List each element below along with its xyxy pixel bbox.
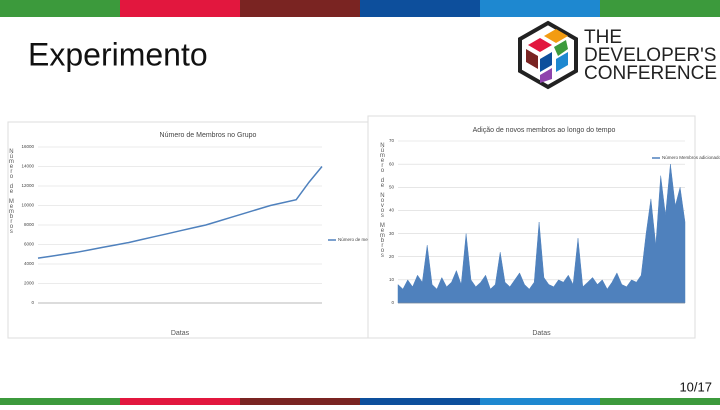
top-stripe <box>0 0 720 17</box>
plot-background <box>7 121 373 339</box>
x-axis-label: Datas <box>171 330 190 337</box>
legend-label: Número de membros <box>338 237 381 242</box>
y-tick-label: 20 <box>389 254 395 259</box>
y-tick-label: 30 <box>389 231 395 236</box>
y-axis-label: Número de Novos Membros <box>379 143 385 258</box>
logo-icon <box>518 20 578 90</box>
line <box>37 166 323 259</box>
y-tick-label: 0 <box>391 300 394 305</box>
y-tick-label: 12000 <box>21 183 34 188</box>
y-tick-label: 10 <box>389 277 395 282</box>
logo-text: THE <box>584 27 622 48</box>
logo-text: DEVELOPER'S <box>584 45 716 66</box>
page-number: 10/17 <box>679 379 712 394</box>
chart-title: Adição de novos membros ao longo do temp… <box>473 127 616 134</box>
y-tick-label: 14000 <box>21 164 34 169</box>
y-tick-label: 0 <box>31 300 34 305</box>
x-axis-label: Datas <box>532 330 551 337</box>
y-tick-label: 70 <box>389 138 395 143</box>
plot-background <box>367 115 696 339</box>
bottom-stripe <box>0 398 720 405</box>
y-tick-label: 60 <box>389 161 395 166</box>
y-tick-label: 4000 <box>24 261 35 266</box>
y-tick-label: 16000 <box>21 144 34 149</box>
y-tick-label: 2000 <box>24 281 35 286</box>
y-tick-label: 6000 <box>24 242 35 247</box>
y-axis-label: Número de Membros <box>8 149 14 234</box>
y-tick-label: 40 <box>389 208 395 213</box>
y-tick-label: 50 <box>389 184 395 189</box>
area <box>397 164 686 304</box>
chart-title: Número de Membros no Grupo <box>160 132 257 139</box>
logo-text: CONFERENCE <box>584 63 717 84</box>
slide-title: Experimento <box>28 36 208 72</box>
legend-label: Número Membros adicionados <box>662 155 720 160</box>
y-tick-label: 8000 <box>24 222 35 227</box>
y-tick-label: 10000 <box>21 203 34 208</box>
